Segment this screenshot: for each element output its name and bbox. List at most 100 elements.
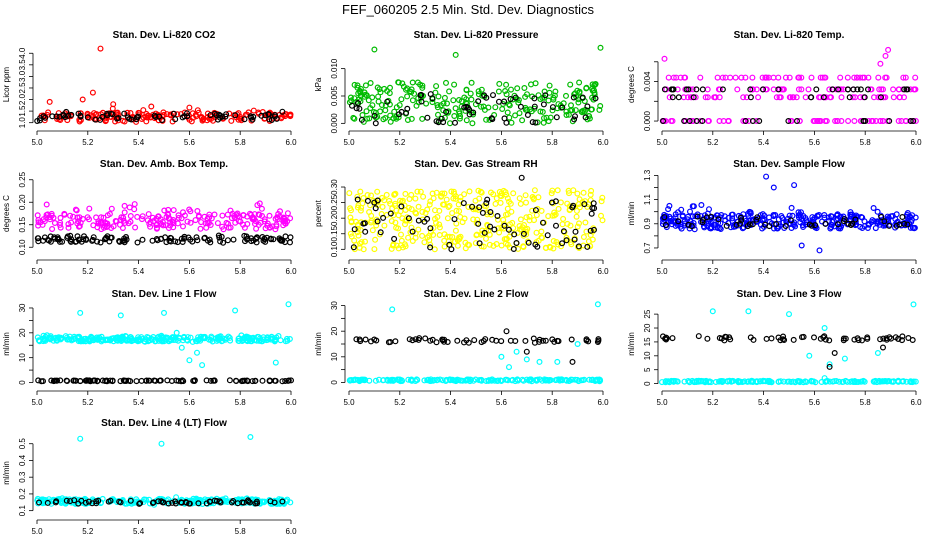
data-point [186, 500, 193, 507]
data-point [485, 377, 492, 384]
data-point [61, 210, 68, 217]
data-point [75, 223, 82, 230]
y-tick-label: 0.010 [330, 58, 339, 79]
data-point [803, 221, 810, 228]
data-point [594, 301, 601, 308]
data-point [849, 220, 856, 227]
data-point [513, 348, 520, 355]
data-point [424, 377, 431, 384]
data-point [235, 218, 242, 225]
data-point [851, 117, 858, 124]
data-point [890, 86, 897, 93]
data-point [475, 98, 482, 105]
data-point [797, 213, 804, 220]
data-point [537, 108, 544, 115]
data-point [350, 244, 357, 251]
data-point [116, 238, 123, 245]
data-point [781, 337, 788, 344]
data-point [49, 113, 56, 120]
data-point [870, 378, 877, 385]
data-point [244, 213, 251, 220]
data-point [384, 98, 391, 105]
data-point [492, 104, 499, 111]
data-point [51, 234, 58, 241]
data-point [764, 377, 771, 384]
x-tick-label: 5.2 [394, 398, 406, 407]
data-point [151, 377, 158, 384]
data-point [739, 379, 746, 386]
data-point [503, 91, 510, 98]
data-point [436, 232, 443, 239]
data-point [595, 337, 602, 344]
data-point [579, 94, 586, 101]
data-point [364, 192, 371, 199]
data-point [855, 337, 862, 344]
data-point [506, 114, 513, 121]
data-point [226, 334, 233, 341]
data-point [436, 224, 443, 231]
data-point [409, 238, 416, 245]
data-point [659, 221, 666, 228]
data-point [789, 94, 796, 101]
chart-title: Stan. Dev. Line 2 Flow [424, 289, 529, 300]
data-point [745, 378, 752, 385]
x-tick-label: 5.8 [860, 267, 872, 276]
data-point [35, 235, 42, 242]
data-point [150, 218, 157, 225]
data-point [77, 113, 84, 120]
data-point [775, 74, 782, 81]
data-point [817, 335, 824, 342]
data-point [272, 215, 279, 222]
data-point [244, 378, 251, 385]
data-point [588, 106, 595, 113]
x-tick-label: 5.2 [82, 138, 94, 147]
data-point [661, 86, 668, 93]
data-point [714, 74, 721, 81]
y-tick-label: 10 [643, 351, 652, 360]
data-point [268, 333, 275, 340]
data-point [54, 377, 61, 384]
data-point [503, 211, 510, 218]
data-point [559, 221, 566, 228]
data-point [839, 379, 846, 386]
data-point [154, 221, 161, 228]
data-point [487, 223, 494, 230]
data-point [165, 211, 172, 218]
data-point [895, 86, 902, 93]
data-point [901, 86, 908, 93]
data-point [279, 378, 286, 385]
data-point [413, 102, 420, 109]
data-point [248, 114, 255, 121]
data-point [195, 212, 202, 219]
data-point [79, 216, 86, 223]
data-point [372, 205, 379, 212]
data-point [749, 117, 756, 124]
x-tick-label: 5.8 [860, 398, 872, 407]
data-point [79, 96, 86, 103]
data-point [77, 435, 84, 442]
data-point [161, 309, 168, 316]
data-point [372, 109, 379, 116]
data-point [158, 236, 165, 243]
data-point [362, 238, 369, 245]
data-point [181, 233, 188, 240]
data-point [772, 212, 779, 219]
data-point [574, 223, 581, 230]
data-point [438, 115, 445, 122]
data-point [481, 229, 488, 236]
y-tick-label: 30 [330, 301, 339, 310]
data-point [389, 205, 396, 212]
data-point [451, 216, 458, 223]
data-point [361, 377, 368, 384]
data-point [86, 205, 93, 212]
data-point [820, 94, 827, 101]
data-point [580, 189, 587, 196]
data-point [119, 225, 126, 232]
data-point [876, 86, 883, 93]
y-tick-label: 0.3 [18, 471, 27, 483]
data-point [864, 335, 871, 342]
data-point [895, 117, 902, 124]
data-point [493, 337, 500, 344]
data-point [596, 106, 603, 113]
data-point [688, 223, 695, 230]
